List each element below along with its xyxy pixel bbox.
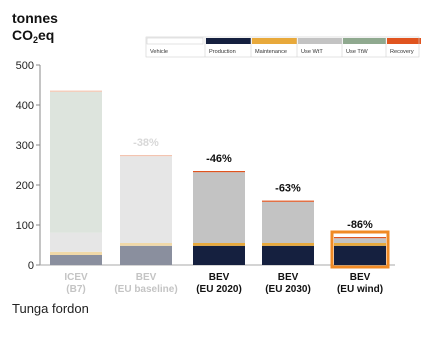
- x-tick-label-line1: ICEV: [64, 272, 88, 283]
- legend-swatch: [252, 38, 297, 44]
- x-tick-label-line2: (B7): [66, 284, 85, 295]
- y-axis-title-line1: tonnes: [12, 10, 58, 26]
- legend-swatch: [146, 37, 204, 45]
- bar-segment-maintenance: [120, 243, 172, 246]
- bar-percent-label: -86%: [347, 219, 373, 231]
- bar-segment-use-wtt: [50, 232, 102, 252]
- bar-segment-maintenance: [50, 251, 102, 255]
- y-axis-title: tonnes CO2eq: [12, 10, 58, 45]
- bar-segment-production: [193, 245, 245, 265]
- highlight-frame: [330, 230, 390, 269]
- y-axis-title-line2: CO2eq: [12, 27, 54, 45]
- legend-swatch: [343, 38, 386, 44]
- bar-percent-label: -46%: [206, 153, 232, 165]
- caption: Tunga fordon: [12, 301, 89, 316]
- x-tick-label-line1: BEV: [350, 272, 371, 283]
- legend-label: Production: [209, 49, 236, 55]
- bar-percent-label: -38%: [133, 137, 159, 149]
- bars: [50, 90, 390, 269]
- legend-label: Vehicle: [150, 49, 168, 55]
- x-tick-label-line1: BEV: [136, 272, 157, 283]
- legend: Vehicle Production Maintenance Use WtT Use T…: [145, 36, 421, 58]
- x-tick-label-line1: BEV: [209, 272, 230, 283]
- bar-segment-production: [262, 245, 314, 265]
- legend-label: Use TtW: [346, 49, 368, 55]
- bar-segment-production: [334, 245, 386, 265]
- bar-segment-use-wtt: [120, 156, 172, 243]
- bar-segment-production: [120, 245, 172, 265]
- legend-label: Recovery: [390, 49, 414, 55]
- x-axis: ICEV(B7)BEV(EU baseline)BEV(EU 2020)BEV(…: [64, 272, 383, 295]
- y-axis-title-co: CO: [12, 27, 33, 43]
- bar-segment-recovery: [50, 90, 102, 92]
- bar-segment-maintenance: [262, 243, 314, 246]
- legend-label: Use WtT: [301, 49, 323, 55]
- bar-labels: -38% -46% -63% -86%: [133, 137, 373, 231]
- bar-segment-use-wtt: [262, 201, 314, 243]
- legend-swatch: [298, 38, 342, 44]
- bar-segment-recovery: [193, 171, 245, 173]
- legend-swatch: [387, 38, 421, 44]
- y-tick-label: 0: [28, 260, 34, 272]
- legend-label: Maintenance: [255, 49, 287, 55]
- bar-segment-maintenance: [334, 243, 386, 246]
- bar-segment-production: [50, 255, 102, 265]
- x-tick-label-line2: (EU 2030): [265, 284, 311, 295]
- y-tick-label: 400: [16, 100, 34, 112]
- y-tick-label: 100: [16, 220, 34, 232]
- bar-segment-recovery: [262, 200, 314, 202]
- x-tick-label-line2: (EU baseline): [114, 284, 177, 295]
- y-axis-title-sub: 2: [33, 35, 38, 45]
- bar-percent-label: -63%: [275, 183, 301, 195]
- y-tick-label: 300: [16, 140, 34, 152]
- bar-segment-use-wtt: [334, 238, 386, 243]
- bar-segment-recovery: [334, 237, 386, 239]
- legend-swatch: [206, 38, 251, 44]
- bar-segment-use-wtt: [193, 172, 245, 243]
- x-tick-label-line2: (EU wind): [337, 284, 383, 295]
- y-tick-label: 200: [16, 180, 34, 192]
- x-tick-label-line1: BEV: [278, 272, 299, 283]
- x-tick-label-line2: (EU 2020): [196, 284, 242, 295]
- bar-segment-recovery: [120, 155, 172, 157]
- y-tick-label: 500: [16, 60, 34, 72]
- y-axis-title-eq: eq: [38, 27, 54, 43]
- bar-segment-use-ttw: [50, 91, 102, 233]
- bar-segment-maintenance: [193, 243, 245, 246]
- legend-frame: [145, 36, 420, 58]
